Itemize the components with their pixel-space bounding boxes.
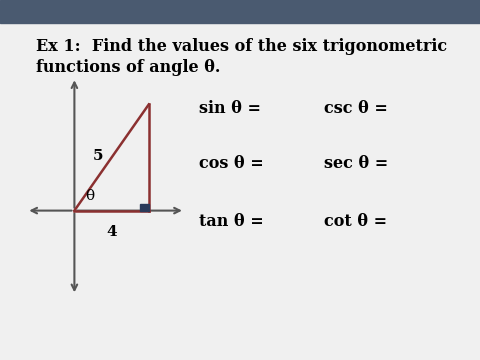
Text: 4: 4 — [106, 225, 117, 239]
Text: Ex 1:  Find the values of the six trigonometric: Ex 1: Find the values of the six trigono… — [36, 38, 447, 55]
Text: cos θ =: cos θ = — [199, 155, 264, 172]
Text: csc θ =: csc θ = — [324, 99, 388, 117]
Text: sin θ =: sin θ = — [199, 99, 261, 117]
Text: cot θ =: cot θ = — [324, 213, 387, 230]
Text: tan θ =: tan θ = — [199, 213, 264, 230]
Text: θ: θ — [85, 189, 94, 203]
Text: 5: 5 — [93, 149, 103, 163]
Bar — [0, 0, 480, 23]
Text: sec θ =: sec θ = — [324, 155, 388, 172]
Bar — [140, 204, 149, 211]
Text: functions of angle θ.: functions of angle θ. — [36, 59, 220, 76]
